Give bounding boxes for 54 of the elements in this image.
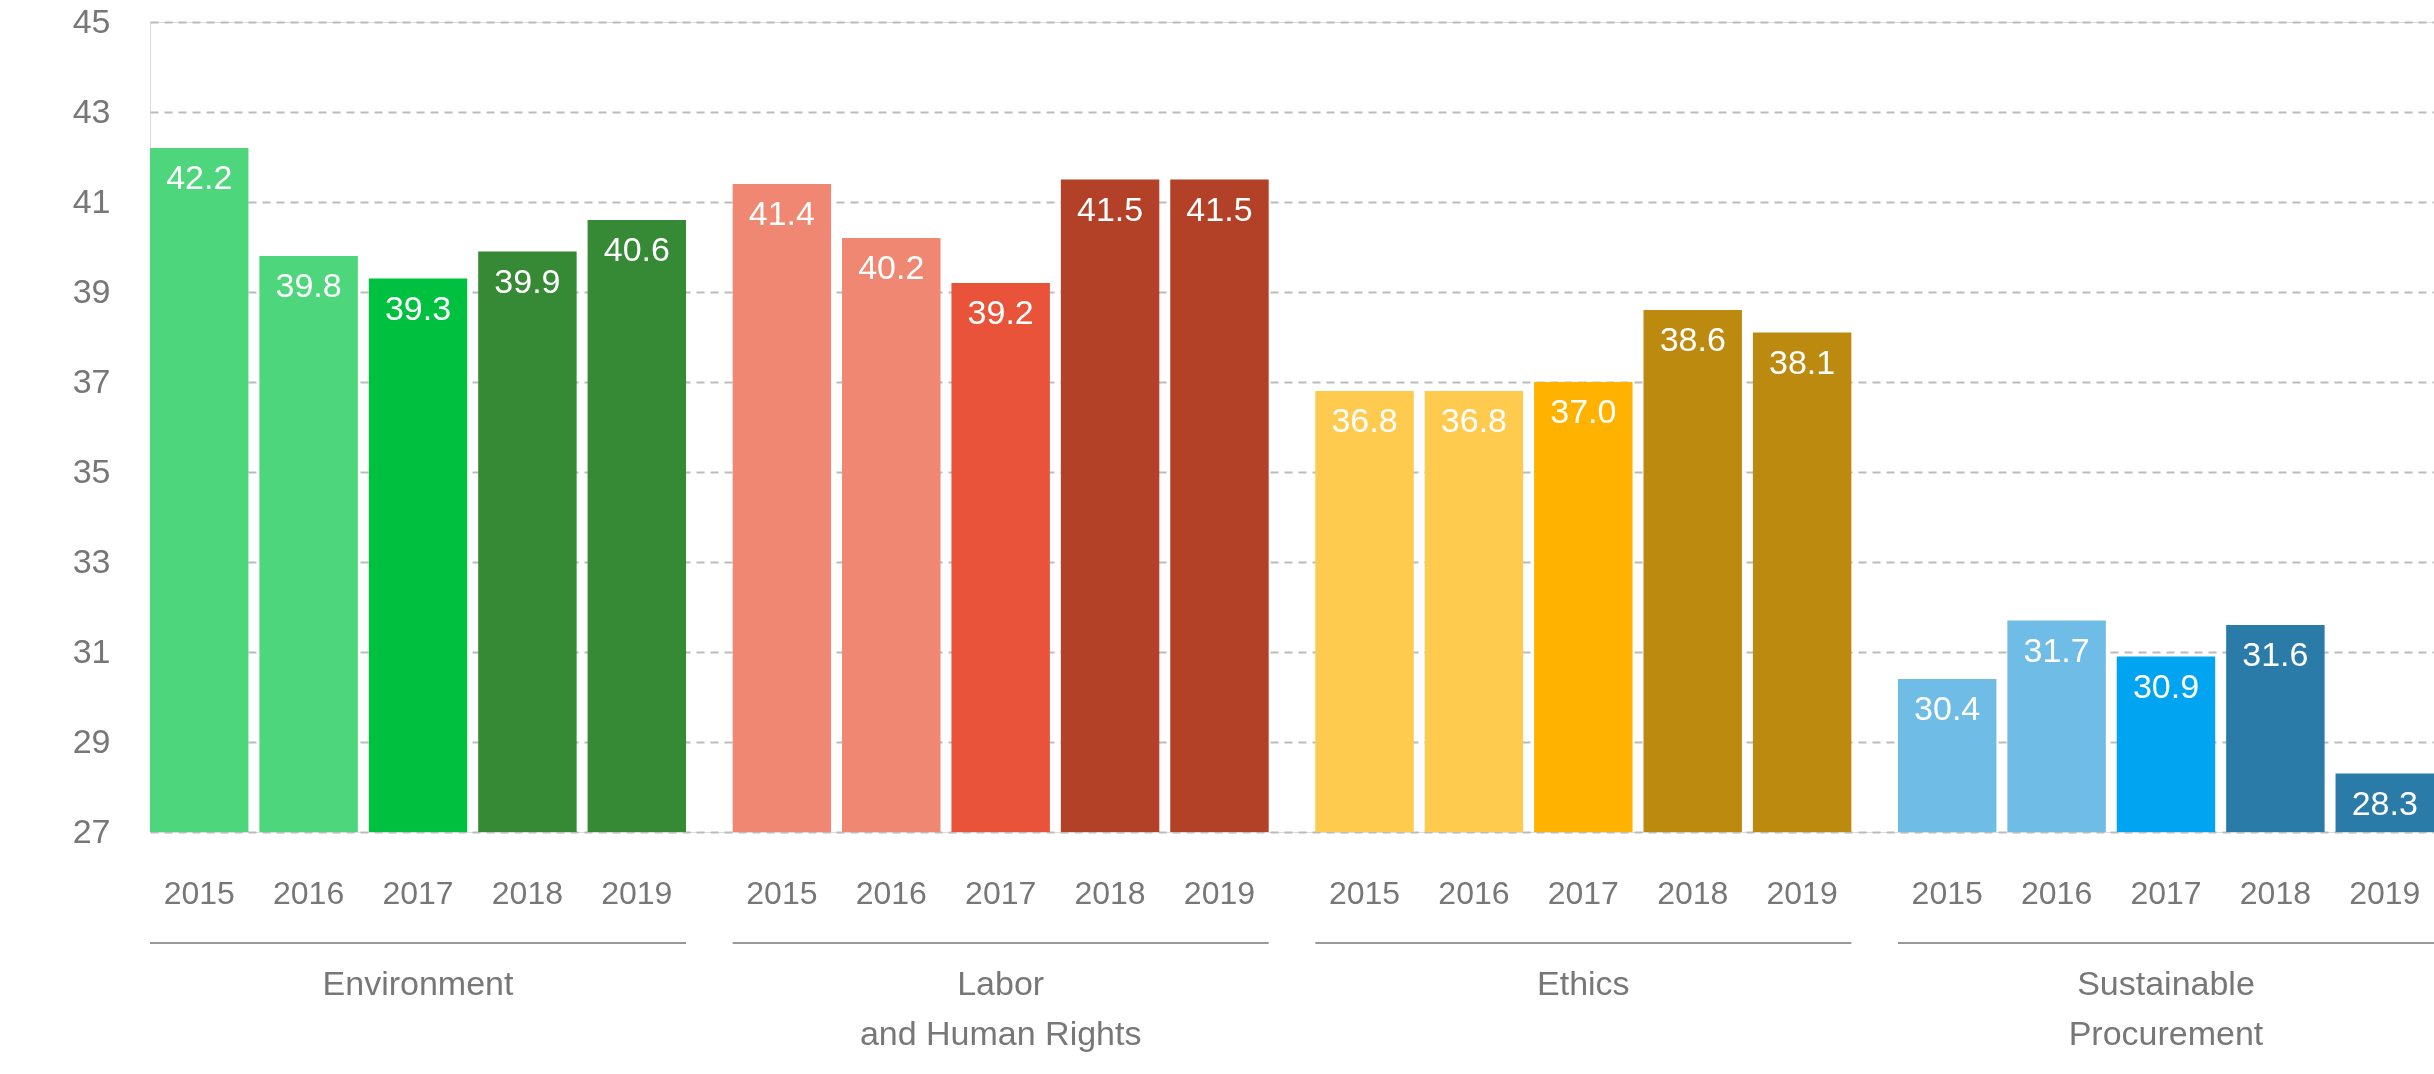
x-tick-label: 2018	[2239, 875, 2311, 911]
x-tick-label: 2018	[1074, 875, 1146, 911]
x-tick-label: 2019	[1183, 875, 1256, 911]
data-label: 40.2	[858, 248, 925, 286]
data-label: 30.9	[2132, 666, 2200, 705]
data-label: 30.4	[1914, 689, 1981, 727]
y-tick-label: 29	[72, 721, 111, 760]
data-label: 36.8	[1331, 401, 1398, 439]
x-tick-label: 2017	[2130, 875, 2202, 911]
data-label: 39.3	[384, 288, 452, 327]
data-label: 42.2	[166, 158, 233, 196]
x-tick-label: 2016	[855, 875, 927, 911]
x-tick-label: 2017	[382, 875, 454, 911]
y-tick-label: 27	[72, 811, 111, 850]
x-tick-label: 2015	[746, 875, 818, 911]
data-label: 28.3	[2351, 783, 2418, 822]
text: Sustainable Procurement	[2068, 964, 2264, 1052]
text: Ethics	[1537, 964, 1630, 1002]
x-tick-label: 2018	[491, 875, 564, 911]
x-tick-label: 2019	[601, 875, 673, 911]
text: Labor and Human Rights	[859, 964, 1142, 1052]
x-tick-label: 2015	[1328, 875, 1401, 911]
x-tick-label: 2016	[273, 875, 345, 911]
data-label: 38.6	[1659, 320, 1726, 358]
data-label: 41.4	[748, 194, 815, 232]
x-tick-label: 2017	[1547, 875, 1619, 911]
data-label: 39.9	[494, 261, 561, 300]
y-tick-label: 37	[72, 361, 111, 400]
text: Environment	[322, 964, 514, 1002]
y-tick-label: 35	[72, 451, 111, 490]
y-tick-label: 33	[72, 541, 111, 580]
data-label: 31.7	[2023, 630, 2090, 669]
y-tick-label: 31	[72, 631, 111, 670]
y-tick-label: 41	[72, 181, 111, 220]
data-label: 39.2	[967, 293, 1034, 331]
data-label: 41.5	[1186, 189, 1253, 228]
x-tick-label: 2018	[1657, 875, 1729, 911]
data-label: 38.1	[1769, 342, 1836, 381]
x-tick-label: 2017	[965, 875, 1037, 911]
data-label: 36.8	[1440, 401, 1508, 439]
data-label: 41.5	[1076, 189, 1144, 228]
data-label: 40.6	[603, 230, 670, 268]
x-tick-label: 2015	[163, 875, 235, 911]
x-tick-label: 2016	[1438, 875, 1510, 911]
data-label: 39.8	[275, 266, 342, 304]
x-tick-label: 2019	[1766, 875, 1838, 911]
x-tick-label: 2019	[2349, 875, 2421, 911]
data-label: 37.0	[1550, 392, 1617, 430]
y-tick-label: 39	[72, 271, 111, 310]
y-tick-label: 45	[72, 1, 111, 40]
x-tick-label: 2015	[1911, 875, 1983, 911]
y-tick-label: 43	[72, 91, 111, 130]
data-label: 31.6	[2242, 635, 2309, 673]
x-tick-label: 2016	[2020, 875, 2093, 911]
